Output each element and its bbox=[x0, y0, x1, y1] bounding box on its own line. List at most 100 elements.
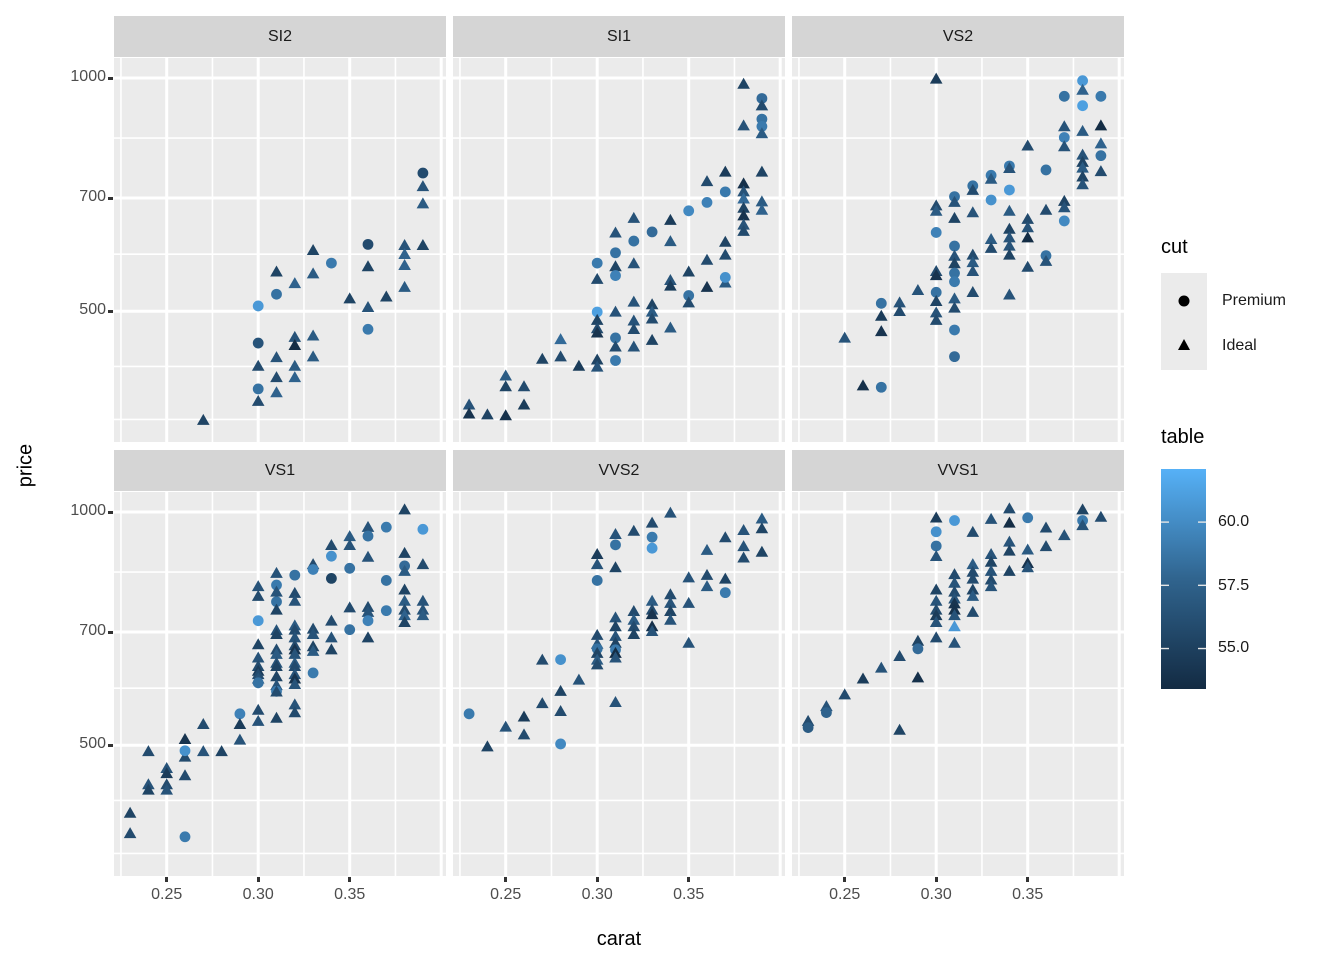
data-point-ideal bbox=[398, 259, 411, 271]
table-legend-title: table bbox=[1161, 426, 1205, 448]
data-point-ideal bbox=[627, 524, 641, 536]
data-point-ideal bbox=[590, 558, 604, 570]
data-point-ideal bbox=[609, 695, 622, 707]
data-point-ideal bbox=[893, 296, 906, 308]
x-tick-label: 0.30 bbox=[242, 886, 274, 903]
data-point-ideal bbox=[123, 827, 137, 839]
data-point-ideal bbox=[178, 750, 192, 762]
data-point-ideal bbox=[645, 333, 659, 345]
data-point-ideal bbox=[911, 284, 925, 296]
data-point-premium bbox=[1022, 512, 1034, 524]
data-point-ideal bbox=[984, 564, 998, 576]
data-point-premium bbox=[326, 257, 337, 269]
data-point-ideal bbox=[609, 527, 622, 539]
data-point-ideal bbox=[609, 561, 622, 573]
y-tick-mark bbox=[108, 196, 113, 200]
data-point-ideal bbox=[1076, 170, 1089, 182]
data-point-ideal bbox=[856, 379, 870, 391]
data-point-ideal bbox=[270, 647, 283, 659]
data-point-ideal bbox=[270, 659, 283, 671]
data-point-premium bbox=[646, 531, 658, 543]
y-tick-label: 700 bbox=[79, 188, 106, 206]
data-point-premium bbox=[326, 572, 337, 584]
data-point-ideal bbox=[755, 512, 769, 524]
data-point-premium bbox=[1040, 164, 1052, 176]
facet-panel-VVS1 bbox=[792, 492, 1124, 876]
data-point-ideal bbox=[627, 620, 641, 632]
data-point-ideal bbox=[627, 211, 641, 223]
data-point-premium bbox=[646, 226, 658, 238]
data-point-ideal bbox=[1021, 561, 1034, 573]
data-point-ideal bbox=[590, 646, 604, 658]
data-point-premium bbox=[949, 267, 960, 279]
data-point-premium bbox=[1077, 100, 1088, 112]
y-tick-mark bbox=[108, 309, 113, 313]
data-point-ideal bbox=[1094, 137, 1108, 149]
data-point-premium bbox=[380, 521, 392, 533]
data-point-ideal bbox=[984, 548, 998, 560]
data-point-premium bbox=[1095, 90, 1107, 102]
data-point-ideal bbox=[288, 706, 302, 718]
data-point-ideal bbox=[1003, 535, 1016, 547]
data-point-ideal bbox=[755, 127, 769, 139]
data-point-ideal bbox=[288, 623, 302, 635]
data-point-ideal bbox=[343, 538, 356, 550]
data-point-premium bbox=[610, 539, 621, 551]
x-tick-mark bbox=[843, 877, 847, 882]
data-point-premium bbox=[307, 564, 319, 575]
data-point-ideal bbox=[572, 673, 586, 685]
x-tick-label: 0.35 bbox=[1012, 886, 1044, 903]
data-point-ideal bbox=[984, 172, 998, 184]
x-tick-mark bbox=[687, 877, 691, 882]
data-point-ideal bbox=[719, 531, 732, 543]
data-point-ideal bbox=[251, 589, 265, 601]
data-point-ideal bbox=[609, 340, 622, 352]
data-point-premium bbox=[380, 575, 392, 586]
data-point-ideal bbox=[755, 99, 769, 111]
data-point-ideal bbox=[416, 197, 430, 209]
data-point-ideal bbox=[288, 678, 302, 690]
data-point-ideal bbox=[123, 806, 137, 818]
data-point-ideal bbox=[416, 609, 430, 621]
data-point-premium bbox=[463, 708, 475, 720]
data-point-premium bbox=[930, 227, 942, 238]
data-point-premium bbox=[610, 270, 621, 281]
data-point-ideal bbox=[1003, 288, 1016, 300]
data-point-ideal bbox=[966, 206, 980, 218]
data-point-ideal bbox=[682, 636, 695, 648]
data-point-ideal bbox=[361, 631, 375, 643]
data-point-ideal bbox=[645, 625, 659, 637]
data-point-ideal bbox=[288, 659, 302, 671]
cut-legend-title: cut bbox=[1161, 236, 1188, 258]
facet-strip-SI2: SI2 bbox=[114, 16, 446, 57]
data-point-ideal bbox=[609, 226, 622, 238]
data-point-ideal bbox=[251, 638, 265, 650]
x-tick-mark bbox=[504, 877, 508, 882]
data-point-ideal bbox=[682, 571, 695, 583]
data-point-ideal bbox=[270, 386, 283, 398]
data-point-ideal bbox=[1094, 119, 1108, 131]
data-point-ideal bbox=[737, 192, 750, 204]
data-point-ideal bbox=[270, 627, 283, 639]
data-point-ideal bbox=[1003, 516, 1016, 528]
data-point-ideal bbox=[398, 546, 411, 558]
data-point-ideal bbox=[948, 576, 961, 588]
data-point-ideal bbox=[856, 672, 870, 684]
data-point-ideal bbox=[499, 409, 512, 421]
data-point-ideal bbox=[737, 218, 750, 230]
data-point-premium bbox=[362, 615, 374, 627]
data-point-ideal bbox=[270, 603, 283, 615]
data-point-ideal bbox=[948, 292, 961, 304]
data-point-premium bbox=[949, 276, 960, 288]
data-point-ideal bbox=[627, 322, 641, 334]
data-point-ideal bbox=[1021, 260, 1034, 272]
data-point-ideal bbox=[1058, 194, 1071, 206]
data-point-ideal bbox=[966, 565, 980, 577]
data-point-ideal bbox=[966, 583, 980, 595]
data-point-ideal bbox=[966, 558, 980, 570]
data-point-ideal bbox=[929, 313, 943, 325]
data-point-ideal bbox=[1039, 254, 1053, 266]
data-point-ideal bbox=[966, 285, 980, 297]
data-point-premium bbox=[610, 247, 621, 259]
